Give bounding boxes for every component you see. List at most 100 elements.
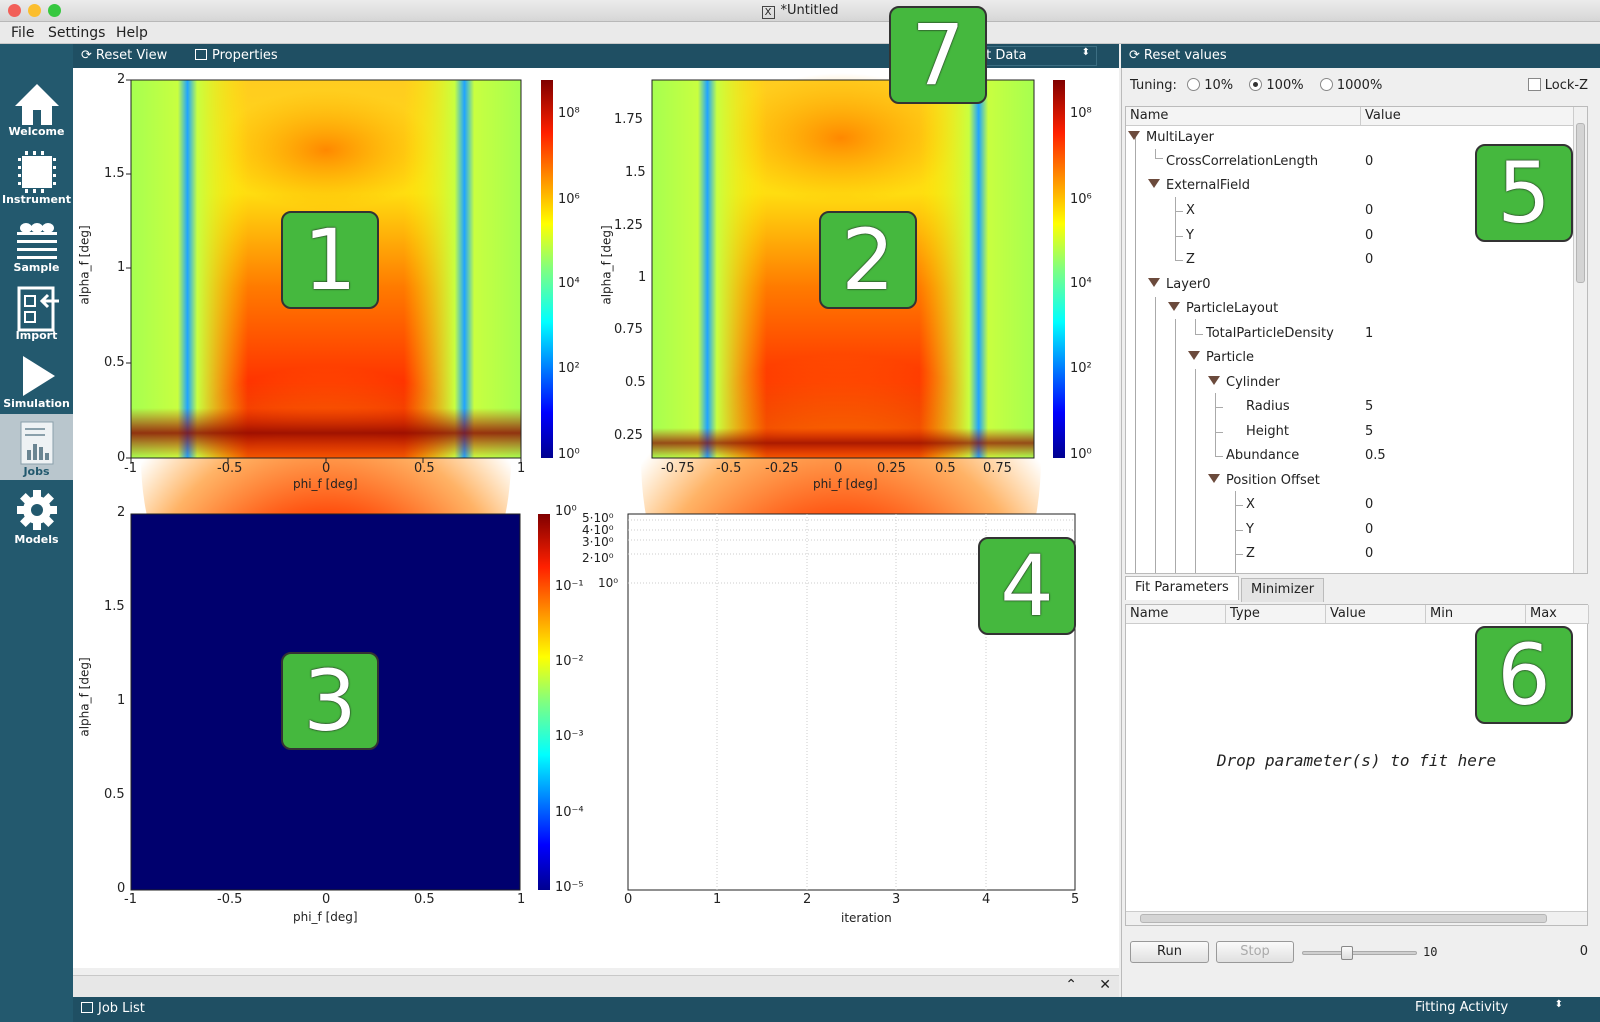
expand-arrow-icon[interactable] [1208,376,1220,385]
tree-header-name[interactable]: Name [1126,107,1361,126]
maximize-window-button[interactable] [48,4,61,17]
expand-arrow-icon[interactable] [1188,351,1200,360]
p3-xtick: 1 [517,892,526,907]
sidebar-item-jobs[interactable]: Jobs [0,414,73,480]
tree-row[interactable]: MultiLayer [1128,125,1214,150]
cb3-label: 10⁻⁴ [555,805,584,820]
update-interval-slider[interactable] [1302,946,1417,960]
menu-file[interactable]: File [11,25,35,41]
tuning-toolbar: ⟳ Reset values [1121,44,1600,68]
job-list-toggle[interactable]: Job List [81,1001,145,1016]
slider-handle[interactable] [1341,946,1353,960]
close-icon[interactable]: ✕ [1099,977,1111,993]
tree-value[interactable]: 0 [1365,497,1374,512]
close-window-button[interactable] [8,4,21,17]
tree-row[interactable]: Height [1246,424,1289,439]
sidebar-item-instrument[interactable]: Instrument [0,142,73,208]
tuning-1000-radio[interactable]: 1000% [1319,78,1382,93]
stop-button[interactable]: Stop [1216,941,1294,963]
properties-button[interactable]: Properties [195,48,278,63]
lock-z-checkbox[interactable]: Lock-Z [1527,78,1588,93]
expand-arrow-icon[interactable] [1128,131,1140,140]
tree-row[interactable]: ExternalField [1148,173,1250,198]
p4-xtick: 3 [892,892,901,907]
slider-value: 10 [1423,945,1438,959]
heatmap-2[interactable] [641,73,1041,718]
tree-scrollbar[interactable] [1573,107,1587,573]
chevron-up-icon[interactable]: ⌃ [1065,977,1077,993]
tree-value[interactable]: 0 [1365,228,1374,243]
tree-row[interactable]: TotalParticleDensity [1206,326,1334,341]
tree-value[interactable]: 0.5 [1365,448,1386,463]
expand-arrow-icon[interactable] [1208,474,1220,483]
tree-value[interactable]: 0 [1365,522,1374,537]
tab-fit-parameters[interactable]: Fit Parameters [1125,576,1239,600]
tuning-10-radio[interactable]: 10% [1187,78,1233,93]
fit-header-max[interactable]: Max [1526,605,1589,624]
tree-value[interactable]: 1 [1365,326,1374,341]
tree-row[interactable]: Position Offset [1208,468,1320,493]
run-button[interactable]: Run [1130,941,1209,963]
p2-xtick: 0.5 [935,461,956,476]
sidebar-item-models[interactable]: Models [0,482,73,548]
tab-minimizer[interactable]: Minimizer [1241,578,1325,602]
sidebar-item-simulation[interactable]: Simulation [0,346,73,412]
cb3-label: 10⁻³ [555,729,584,744]
expand-arrow-icon[interactable] [1168,302,1180,311]
minimize-window-button[interactable] [28,4,41,17]
fit-header-name[interactable]: Name [1126,605,1226,624]
fit-header-value[interactable]: Value [1326,605,1426,624]
tree-row[interactable]: Y [1186,228,1194,243]
p1-ylabel: alpha_f [deg] [77,225,92,305]
p3-ytick: 1 [117,693,126,708]
view-mode-select[interactable]: Fit Data ⬍ [969,46,1097,66]
p4-xtick: 2 [803,892,812,907]
tree-row[interactable]: Layer0 [1148,272,1211,297]
p2-xtick: 0 [834,461,843,476]
sidebar-item-welcome[interactable]: Welcome [0,74,73,140]
tree-row[interactable]: Cylinder [1208,370,1280,395]
tree-row[interactable]: Abundance [1226,448,1300,463]
p2-xtick: -0.75 [661,461,695,476]
tree-value[interactable]: 0 [1365,203,1374,218]
tree-value[interactable]: 0 [1365,546,1374,561]
tree-row[interactable]: Z [1186,252,1195,267]
scroll-thumb[interactable] [1576,123,1585,283]
p4-ytick: 10⁰ [598,576,619,590]
tree-row[interactable]: Z [1246,546,1255,561]
p2-ytick: 1.75 [614,112,643,127]
colorbar-3 [538,514,550,890]
p4-xtick: 5 [1071,892,1080,907]
menu-help[interactable]: Help [116,25,148,41]
colorbar-1 [541,80,553,458]
tree-value[interactable]: 5 [1365,424,1374,439]
expand-arrow-icon[interactable] [1148,278,1160,287]
tree-row[interactable]: X [1186,203,1195,218]
sidebar-item-sample[interactable]: Sample [0,210,73,276]
tree-row[interactable]: X [1246,497,1255,512]
tree-header-value[interactable]: Value [1361,107,1575,126]
p1-xtick: -0.5 [217,461,243,476]
menu-settings[interactable]: Settings [48,25,106,41]
fit-header-type[interactable]: Type [1226,605,1326,624]
scroll-thumb[interactable] [1140,914,1547,923]
tree-value[interactable]: 5 [1365,399,1374,414]
sidebar-item-import[interactable]: Import [0,278,73,344]
tuning-100-radio[interactable]: 100% [1249,78,1304,93]
tree-row[interactable]: Radius [1246,399,1290,414]
tree-row[interactable]: Y [1246,522,1254,537]
badge-4: 4 [978,537,1076,635]
tree-row[interactable]: ParticleLayout [1168,296,1278,321]
fit-header-min[interactable]: Min [1426,605,1526,624]
activity-select[interactable]: Fitting Activity ⬍ [1409,999,1569,1019]
gear-icon [16,490,57,530]
expand-arrow-icon[interactable] [1148,179,1160,188]
reset-values-button[interactable]: ⟳ Reset values [1129,48,1227,63]
tree-row[interactable]: Particle [1188,345,1254,370]
tree-row[interactable]: CrossCorrelationLength [1166,154,1319,169]
updown-arrow-icon: ⬍ [1081,47,1090,58]
tree-value[interactable]: 0 [1365,252,1374,267]
tree-value[interactable]: 0 [1365,154,1374,169]
reset-view-button[interactable]: ⟳ Reset View [81,48,168,63]
fit-hscrollbar[interactable] [1126,911,1587,925]
